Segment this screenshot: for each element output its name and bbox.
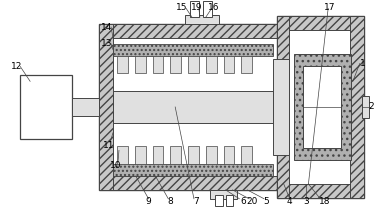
Text: 12: 12 bbox=[11, 62, 22, 71]
Bar bbox=[277, 16, 289, 198]
Bar bbox=[170, 56, 181, 73]
Bar bbox=[241, 146, 252, 164]
Bar bbox=[277, 16, 364, 30]
Bar bbox=[294, 54, 351, 160]
Text: 8: 8 bbox=[167, 197, 173, 206]
Bar bbox=[185, 15, 218, 24]
Text: 4: 4 bbox=[287, 197, 293, 206]
Bar bbox=[135, 56, 146, 73]
Bar bbox=[99, 24, 354, 38]
Bar bbox=[350, 16, 364, 198]
Bar bbox=[223, 146, 234, 164]
Text: 7: 7 bbox=[193, 197, 199, 206]
Text: 5: 5 bbox=[263, 197, 269, 206]
Text: 15: 15 bbox=[176, 3, 188, 12]
Bar bbox=[152, 56, 163, 73]
Text: 3: 3 bbox=[304, 197, 309, 206]
Text: 18: 18 bbox=[318, 197, 330, 206]
Text: 1: 1 bbox=[360, 59, 366, 68]
Bar bbox=[99, 24, 354, 190]
Bar bbox=[225, 195, 233, 206]
Bar bbox=[99, 24, 113, 190]
Bar bbox=[188, 146, 199, 164]
Bar bbox=[113, 164, 273, 176]
Text: 10: 10 bbox=[110, 161, 122, 170]
Bar bbox=[210, 190, 238, 199]
Bar bbox=[170, 146, 181, 164]
Bar bbox=[223, 56, 234, 73]
Text: 14: 14 bbox=[101, 23, 113, 32]
Text: 9: 9 bbox=[146, 197, 151, 206]
Bar bbox=[113, 91, 273, 123]
Text: 19: 19 bbox=[191, 3, 203, 12]
Text: 13: 13 bbox=[101, 39, 113, 48]
Bar bbox=[135, 146, 146, 164]
Bar bbox=[241, 56, 252, 73]
Bar bbox=[206, 56, 217, 73]
Bar bbox=[188, 56, 199, 73]
Bar bbox=[304, 66, 341, 148]
Bar bbox=[117, 146, 128, 164]
Bar bbox=[20, 75, 71, 139]
Bar bbox=[190, 1, 199, 17]
Bar bbox=[215, 195, 223, 206]
Bar bbox=[71, 98, 99, 116]
Bar bbox=[117, 56, 128, 73]
Text: 11: 11 bbox=[103, 141, 115, 150]
Bar bbox=[277, 184, 364, 198]
Bar bbox=[203, 1, 212, 17]
Bar bbox=[273, 59, 289, 155]
Bar bbox=[113, 44, 273, 56]
Text: 17: 17 bbox=[325, 3, 336, 12]
Bar bbox=[152, 146, 163, 164]
Bar bbox=[362, 96, 369, 118]
Text: 2: 2 bbox=[369, 103, 374, 111]
Text: 16: 16 bbox=[208, 3, 219, 12]
Bar bbox=[277, 16, 364, 198]
Text: 20: 20 bbox=[247, 197, 258, 206]
Bar bbox=[206, 146, 217, 164]
Text: 6: 6 bbox=[241, 197, 246, 206]
Bar bbox=[99, 176, 354, 190]
